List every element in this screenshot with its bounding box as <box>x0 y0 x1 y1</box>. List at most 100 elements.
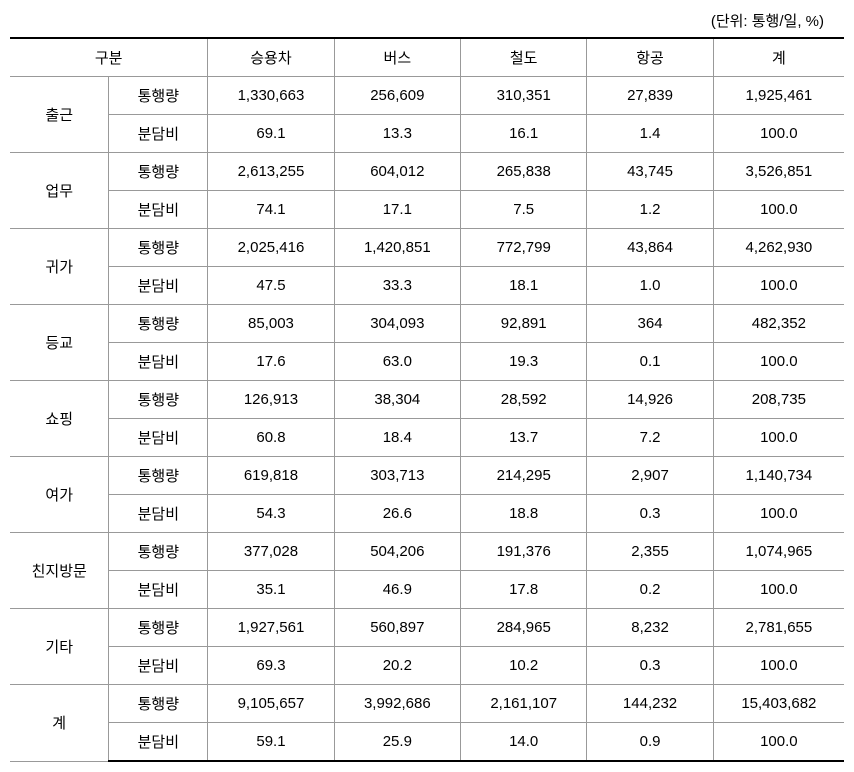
data-cell: 0.1 <box>587 343 713 381</box>
data-cell: 19.3 <box>461 343 587 381</box>
data-cell: 1,330,663 <box>208 77 334 115</box>
data-cell: 46.9 <box>334 571 460 609</box>
data-cell: 18.4 <box>334 419 460 457</box>
sublabel-cell: 분담비 <box>109 495 208 533</box>
data-cell: 33.3 <box>334 267 460 305</box>
data-cell: 0.9 <box>587 723 713 762</box>
modal-split-table: 구분 승용차 버스 철도 항공 계 출근통행량1,330,663256,6093… <box>10 37 844 762</box>
data-cell: 144,232 <box>587 685 713 723</box>
data-cell: 25.9 <box>334 723 460 762</box>
data-cell: 7.2 <box>587 419 713 457</box>
data-cell: 100.0 <box>713 191 844 229</box>
table-row: 출근통행량1,330,663256,609310,35127,8391,925,… <box>10 77 844 115</box>
header-col5: 계 <box>713 38 844 77</box>
data-cell: 17.6 <box>208 343 334 381</box>
data-cell: 208,735 <box>713 381 844 419</box>
table-row: 분담비17.663.019.30.1100.0 <box>10 343 844 381</box>
sublabel-cell: 통행량 <box>109 305 208 343</box>
data-cell: 100.0 <box>713 419 844 457</box>
data-cell: 85,003 <box>208 305 334 343</box>
data-cell: 191,376 <box>461 533 587 571</box>
data-cell: 47.5 <box>208 267 334 305</box>
sublabel-cell: 분담비 <box>109 343 208 381</box>
data-cell: 0.3 <box>587 495 713 533</box>
unit-label: (단위: 통행/일, %) <box>10 10 844 31</box>
data-cell: 10.2 <box>461 647 587 685</box>
table-row: 분담비69.320.210.20.3100.0 <box>10 647 844 685</box>
data-cell: 126,913 <box>208 381 334 419</box>
sublabel-cell: 통행량 <box>109 229 208 267</box>
data-cell: 3,526,851 <box>713 153 844 191</box>
table-row: 친지방문통행량377,028504,206191,3762,3551,074,9… <box>10 533 844 571</box>
data-cell: 284,965 <box>461 609 587 647</box>
sublabel-cell: 분담비 <box>109 571 208 609</box>
header-col4: 항공 <box>587 38 713 77</box>
data-cell: 17.8 <box>461 571 587 609</box>
table-row: 분담비54.326.618.80.3100.0 <box>10 495 844 533</box>
data-cell: 772,799 <box>461 229 587 267</box>
data-cell: 377,028 <box>208 533 334 571</box>
data-cell: 310,351 <box>461 77 587 115</box>
data-cell: 59.1 <box>208 723 334 762</box>
data-cell: 100.0 <box>713 723 844 762</box>
data-cell: 18.8 <box>461 495 587 533</box>
table-row: 분담비35.146.917.80.2100.0 <box>10 571 844 609</box>
sublabel-cell: 통행량 <box>109 77 208 115</box>
data-cell: 304,093 <box>334 305 460 343</box>
category-cell: 기타 <box>10 609 109 685</box>
header-col2: 버스 <box>334 38 460 77</box>
category-cell: 친지방문 <box>10 533 109 609</box>
table-body: 출근통행량1,330,663256,609310,35127,8391,925,… <box>10 77 844 762</box>
data-cell: 14.0 <box>461 723 587 762</box>
data-cell: 100.0 <box>713 267 844 305</box>
sublabel-cell: 통행량 <box>109 153 208 191</box>
sublabel-cell: 분담비 <box>109 267 208 305</box>
data-cell: 20.2 <box>334 647 460 685</box>
data-cell: 303,713 <box>334 457 460 495</box>
data-cell: 1,140,734 <box>713 457 844 495</box>
table-row: 분담비60.818.413.77.2100.0 <box>10 419 844 457</box>
sublabel-cell: 통행량 <box>109 685 208 723</box>
table-row: 귀가통행량2,025,4161,420,851772,79943,8644,26… <box>10 229 844 267</box>
sublabel-cell: 분담비 <box>109 723 208 762</box>
data-cell: 0.2 <box>587 571 713 609</box>
table-row: 쇼핑통행량126,91338,30428,59214,926208,735 <box>10 381 844 419</box>
data-cell: 54.3 <box>208 495 334 533</box>
category-cell: 계 <box>10 685 109 762</box>
category-cell: 출근 <box>10 77 109 153</box>
header-col1: 승용차 <box>208 38 334 77</box>
data-cell: 364 <box>587 305 713 343</box>
table-row: 업무통행량2,613,255604,012265,83843,7453,526,… <box>10 153 844 191</box>
data-cell: 1,927,561 <box>208 609 334 647</box>
table-row: 여가통행량619,818303,713214,2952,9071,140,734 <box>10 457 844 495</box>
data-cell: 74.1 <box>208 191 334 229</box>
data-cell: 560,897 <box>334 609 460 647</box>
data-cell: 17.1 <box>334 191 460 229</box>
data-cell: 60.8 <box>208 419 334 457</box>
data-cell: 256,609 <box>334 77 460 115</box>
header-col3: 철도 <box>461 38 587 77</box>
sublabel-cell: 통행량 <box>109 457 208 495</box>
data-cell: 1.4 <box>587 115 713 153</box>
data-cell: 26.6 <box>334 495 460 533</box>
data-cell: 4,262,930 <box>713 229 844 267</box>
category-cell: 등교 <box>10 305 109 381</box>
data-cell: 13.3 <box>334 115 460 153</box>
data-cell: 214,295 <box>461 457 587 495</box>
data-cell: 3,992,686 <box>334 685 460 723</box>
sublabel-cell: 분담비 <box>109 115 208 153</box>
data-cell: 1,925,461 <box>713 77 844 115</box>
data-cell: 0.3 <box>587 647 713 685</box>
data-cell: 100.0 <box>713 571 844 609</box>
data-cell: 18.1 <box>461 267 587 305</box>
sublabel-cell: 분담비 <box>109 191 208 229</box>
data-cell: 2,613,255 <box>208 153 334 191</box>
data-cell: 2,355 <box>587 533 713 571</box>
table-row: 분담비74.117.17.51.2100.0 <box>10 191 844 229</box>
table-row: 계통행량9,105,6573,992,6862,161,107144,23215… <box>10 685 844 723</box>
sublabel-cell: 분담비 <box>109 647 208 685</box>
table-row: 분담비69.113.316.11.4100.0 <box>10 115 844 153</box>
data-cell: 69.1 <box>208 115 334 153</box>
data-cell: 619,818 <box>208 457 334 495</box>
category-cell: 여가 <box>10 457 109 533</box>
